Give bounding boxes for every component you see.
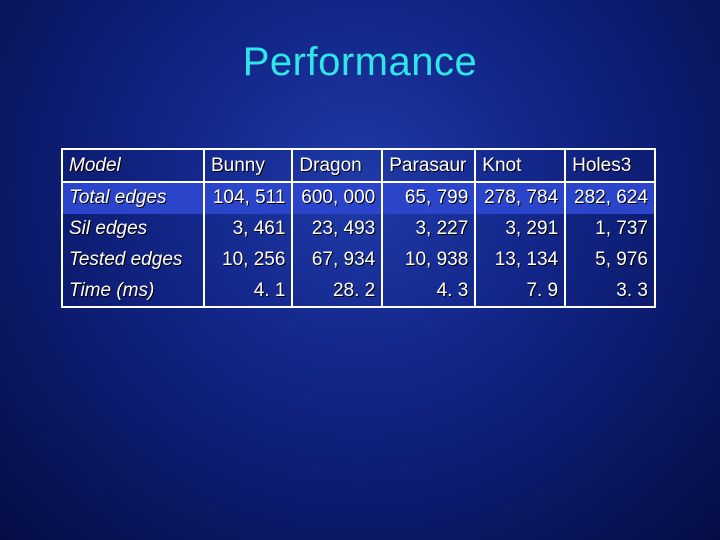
- cell-value: 4. 3: [381, 275, 477, 308]
- column-header-holes3: Holes3: [564, 148, 656, 183]
- cell-value: 13, 134: [474, 244, 567, 276]
- cell-value: 104, 511: [202, 182, 294, 214]
- row-label: Time (ms): [61, 275, 205, 308]
- cell-value: 278, 784: [474, 182, 567, 214]
- column-header-dragon: Dragon: [291, 148, 384, 183]
- page-title: Performance: [242, 40, 478, 84]
- cell-value: 10, 256: [202, 244, 294, 276]
- cell-value: 65, 799: [381, 182, 477, 214]
- cell-value: 3, 461: [202, 213, 294, 245]
- table-row-sil-edges: Sil edges 3, 461 23, 493 3, 227 3, 291 1…: [61, 213, 656, 245]
- cell-value: 23, 493: [291, 213, 384, 245]
- corner-label: Model: [61, 148, 205, 183]
- cell-value: 3. 3: [564, 275, 656, 308]
- table-row-total-edges: Total edges 104, 511 600, 000 65, 799 27…: [61, 182, 656, 214]
- column-header-bunny: Bunny: [202, 148, 294, 183]
- column-header-parasaur: Parasaur: [381, 148, 477, 183]
- cell-value: 67, 934: [291, 244, 384, 276]
- column-header-knot: Knot: [474, 148, 567, 183]
- row-label: Sil edges: [61, 213, 205, 245]
- cell-value: 5, 976: [564, 244, 656, 276]
- performance-table: Model Bunny Dragon Parasaur Knot Holes3 …: [61, 148, 656, 308]
- cell-value: 10, 938: [381, 244, 477, 276]
- cell-value: 4. 1: [202, 275, 294, 308]
- table-row-tested-edges: Tested edges 10, 256 67, 934 10, 938 13,…: [61, 244, 656, 276]
- cell-value: 1, 737: [564, 213, 656, 245]
- cell-value: 3, 227: [381, 213, 477, 245]
- cell-value: 3, 291: [474, 213, 567, 245]
- row-label: Total edges: [61, 182, 205, 214]
- cell-value: 600, 000: [291, 182, 384, 214]
- row-label: Tested edges: [61, 244, 205, 276]
- table-row-time: Time (ms) 4. 1 28. 2 4. 3 7. 9 3. 3: [61, 275, 656, 308]
- cell-value: 282, 624: [564, 182, 656, 214]
- cell-value: 7. 9: [474, 275, 567, 308]
- table-header-row: Model Bunny Dragon Parasaur Knot Holes3: [61, 148, 656, 183]
- cell-value: 28. 2: [291, 275, 384, 308]
